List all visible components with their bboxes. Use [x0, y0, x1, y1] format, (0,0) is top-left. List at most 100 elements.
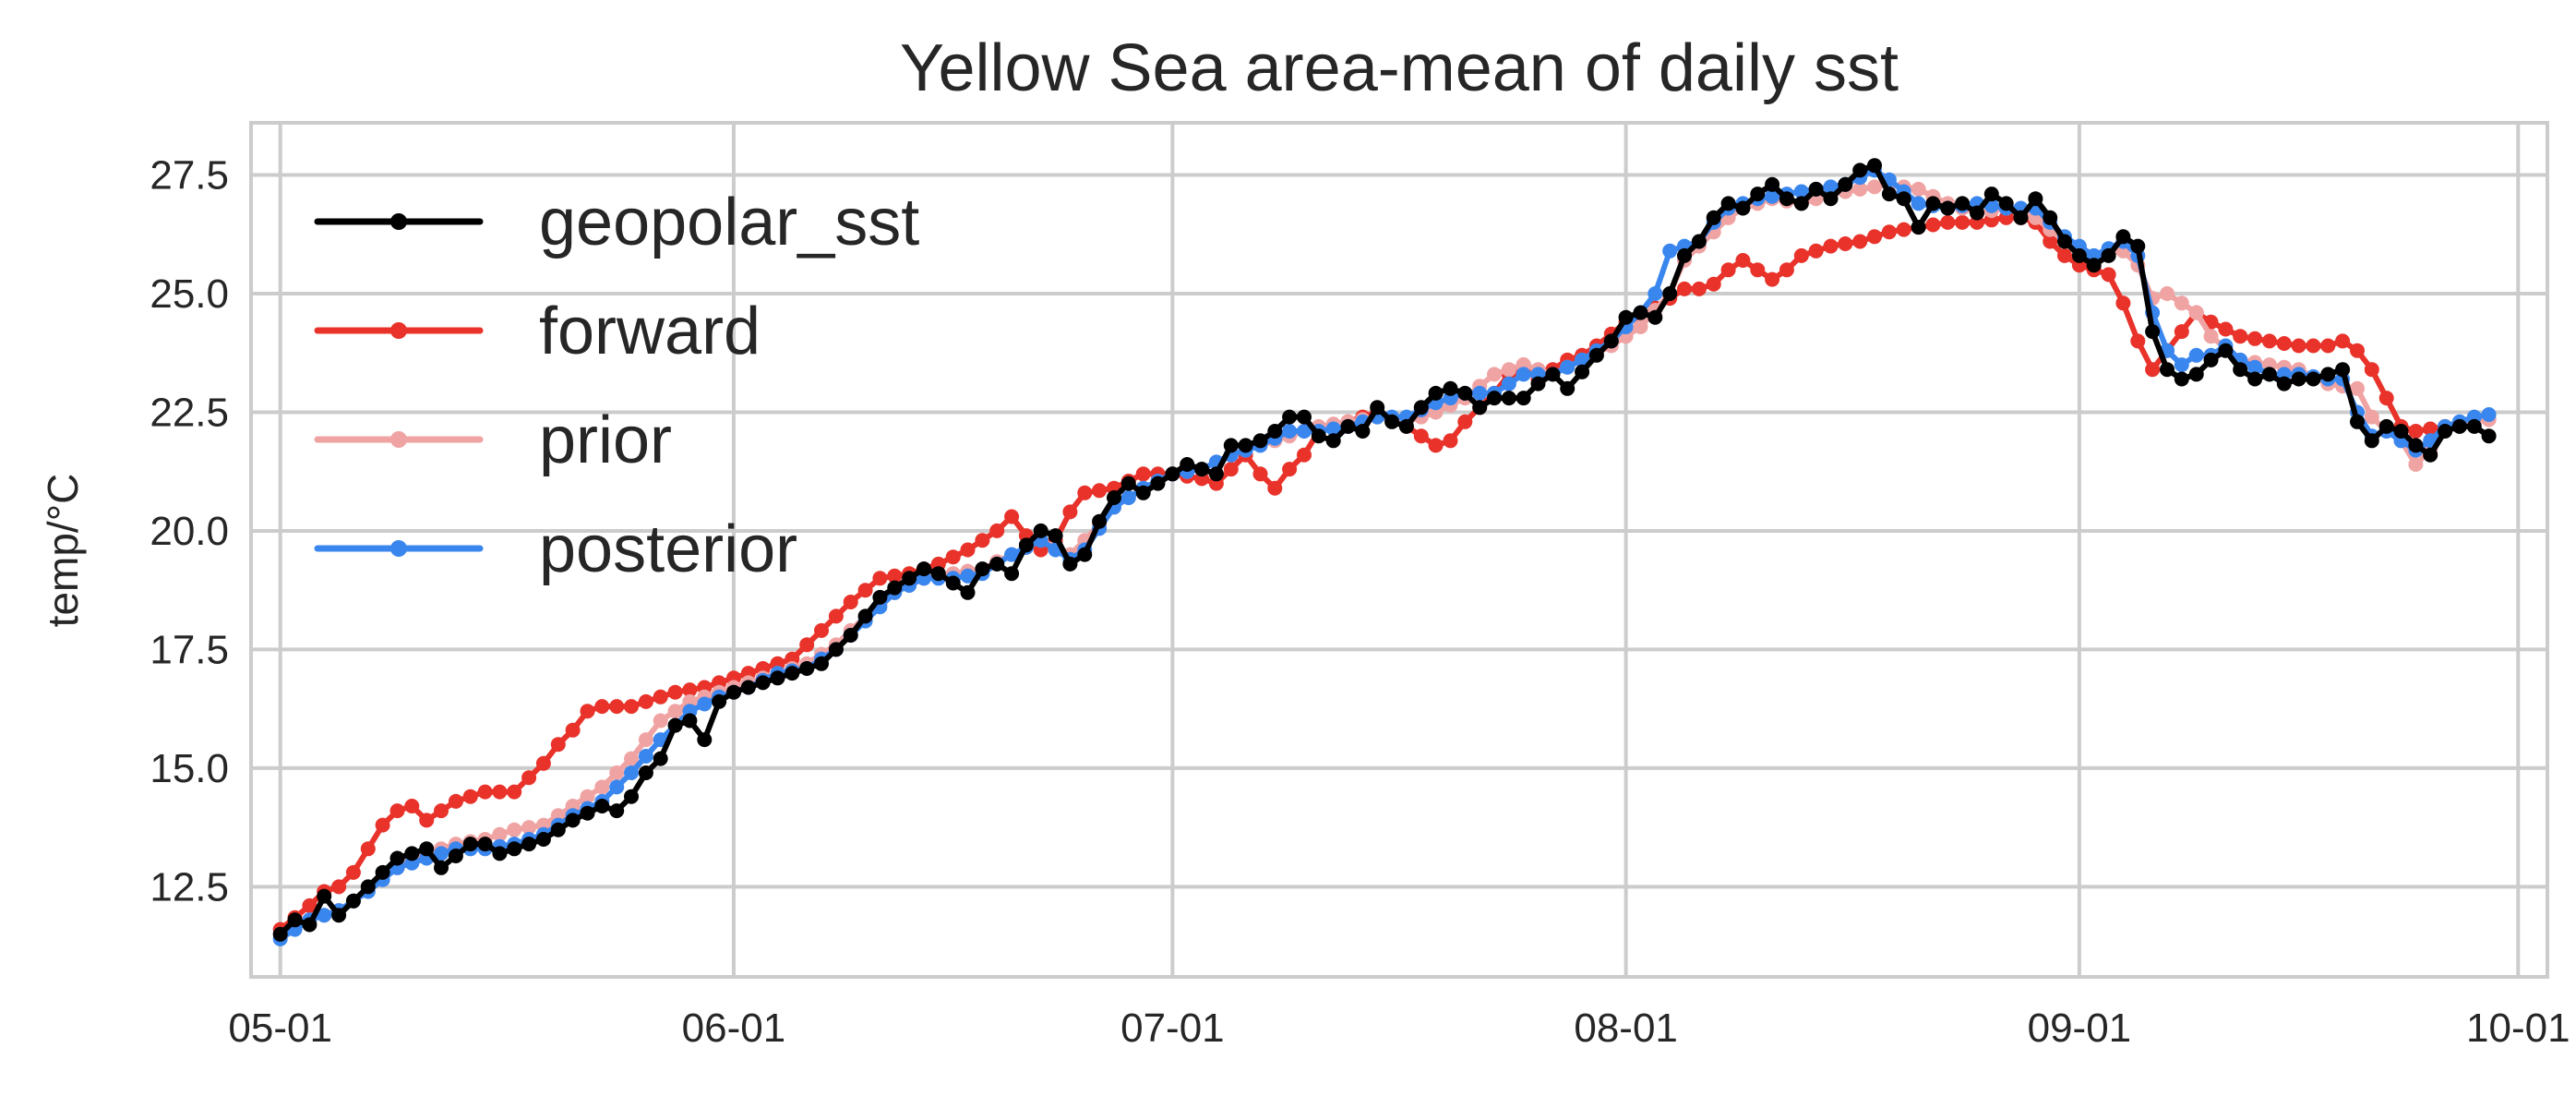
data-point-geopolar-sst — [857, 608, 873, 624]
data-point-geopolar-sst — [360, 879, 376, 895]
legend-marker-forward — [390, 322, 407, 339]
data-point-forward — [1925, 217, 1941, 233]
data-point-forward — [1691, 281, 1707, 296]
data-point-posterior — [2174, 357, 2189, 373]
data-point-forward — [389, 803, 405, 819]
data-point-forward — [302, 897, 318, 913]
data-point-posterior — [1004, 547, 1020, 562]
data-point-posterior — [1911, 196, 1926, 211]
data-point-prior — [580, 789, 595, 804]
data-point-geopolar-sst — [682, 713, 698, 729]
data-point-prior — [1852, 181, 1868, 197]
data-point-geopolar-sst — [1077, 547, 1093, 562]
data-point-prior — [2160, 286, 2175, 301]
data-point-geopolar-sst — [945, 575, 961, 591]
y-tick-label: 25.0 — [150, 271, 229, 317]
data-point-geopolar-sst — [1150, 476, 1166, 491]
data-point-geopolar-sst — [740, 680, 756, 695]
x-tick-label: 10-01 — [2466, 1006, 2570, 1051]
data-point-geopolar-sst — [492, 846, 508, 861]
data-point-posterior — [317, 908, 332, 923]
data-point-geopolar-sst — [1048, 528, 1063, 544]
data-point-forward — [609, 699, 625, 715]
data-point-geopolar-sst — [2203, 352, 2219, 367]
data-point-forward — [1428, 438, 1444, 453]
x-tick-label: 07-01 — [1120, 1006, 1225, 1051]
data-point-prior — [1487, 367, 1502, 382]
data-point-geopolar-sst — [712, 693, 727, 709]
data-point-geopolar-sst — [2174, 371, 2189, 387]
data-point-forward — [477, 784, 493, 800]
y-tick-label: 12.5 — [150, 864, 229, 909]
data-point-forward — [682, 682, 698, 698]
data-point-posterior — [1647, 286, 1663, 301]
data-point-geopolar-sst — [535, 832, 551, 847]
data-point-forward — [580, 704, 595, 719]
data-point-forward — [2291, 338, 2306, 354]
data-point-geopolar-sst — [331, 908, 347, 923]
data-point-prior — [2188, 305, 2204, 320]
legend-marker-geopolar-sst — [390, 213, 407, 230]
data-point-geopolar-sst — [1267, 424, 1283, 439]
data-point-forward — [2101, 267, 2116, 283]
data-point-forward — [2320, 338, 2336, 354]
data-point-geopolar-sst — [375, 864, 390, 880]
data-point-prior — [507, 822, 522, 837]
data-point-geopolar-sst — [1983, 187, 1999, 202]
x-tick-label: 05-01 — [228, 1006, 332, 1051]
y-tick-label: 15.0 — [150, 746, 229, 791]
data-point-forward — [667, 684, 683, 700]
data-point-forward — [1706, 276, 1721, 292]
y-tick-label: 27.5 — [150, 153, 229, 199]
data-point-geopolar-sst — [345, 893, 361, 909]
data-point-forward — [404, 799, 420, 813]
data-point-geopolar-sst — [2320, 367, 2336, 382]
data-point-geopolar-sst — [2451, 418, 2467, 434]
data-point-geopolar-sst — [2086, 258, 2102, 273]
data-point-forward — [594, 699, 610, 715]
data-point-geopolar-sst — [989, 556, 1005, 572]
data-point-geopolar-sst — [462, 837, 478, 852]
data-point-geopolar-sst — [1501, 391, 1516, 406]
data-point-forward — [2261, 333, 2277, 349]
data-point-geopolar-sst — [1588, 347, 1604, 363]
data-point-posterior — [624, 765, 639, 780]
data-point-geopolar-sst — [507, 841, 522, 857]
data-point-geopolar-sst — [1472, 400, 1488, 416]
data-point-geopolar-sst — [1238, 438, 1253, 453]
data-point-geopolar-sst — [389, 850, 405, 866]
data-point-forward — [1867, 229, 1882, 245]
data-point-geopolar-sst — [2306, 371, 2321, 387]
data-point-forward — [1443, 433, 1458, 449]
data-point-geopolar-sst — [1720, 196, 1736, 211]
data-point-forward — [2057, 247, 2072, 263]
data-point-geopolar-sst — [1896, 191, 1911, 207]
data-point-geopolar-sst — [302, 917, 318, 933]
data-point-forward — [989, 523, 1005, 538]
data-point-posterior — [960, 568, 976, 584]
data-point-prior — [653, 713, 668, 729]
data-point-forward — [975, 533, 990, 548]
data-point-forward — [1750, 262, 1766, 278]
y-tick-label: 20.0 — [150, 509, 229, 554]
data-point-geopolar-sst — [1793, 196, 1809, 211]
data-point-forward — [1793, 247, 1809, 263]
data-point-posterior — [1823, 179, 1839, 195]
data-point-posterior — [2188, 347, 2204, 363]
data-point-geopolar-sst — [1487, 391, 1502, 406]
data-point-posterior — [1472, 385, 1488, 401]
data-point-geopolar-sst — [1297, 409, 1312, 425]
data-point-geopolar-sst — [477, 837, 493, 852]
legend-label-forward: forward — [539, 295, 761, 368]
data-point-geopolar-sst — [1881, 187, 1897, 202]
data-point-forward — [1823, 238, 1839, 254]
data-point-geopolar-sst — [1325, 433, 1341, 449]
data-point-geopolar-sst — [2071, 247, 2087, 263]
data-point-forward — [945, 549, 961, 565]
data-point-forward — [492, 784, 508, 800]
data-point-geopolar-sst — [1575, 364, 1590, 379]
y-tick-label: 17.5 — [150, 627, 229, 672]
data-point-prior — [521, 820, 537, 836]
data-point-forward — [2306, 338, 2321, 354]
data-point-geopolar-sst — [785, 666, 800, 681]
